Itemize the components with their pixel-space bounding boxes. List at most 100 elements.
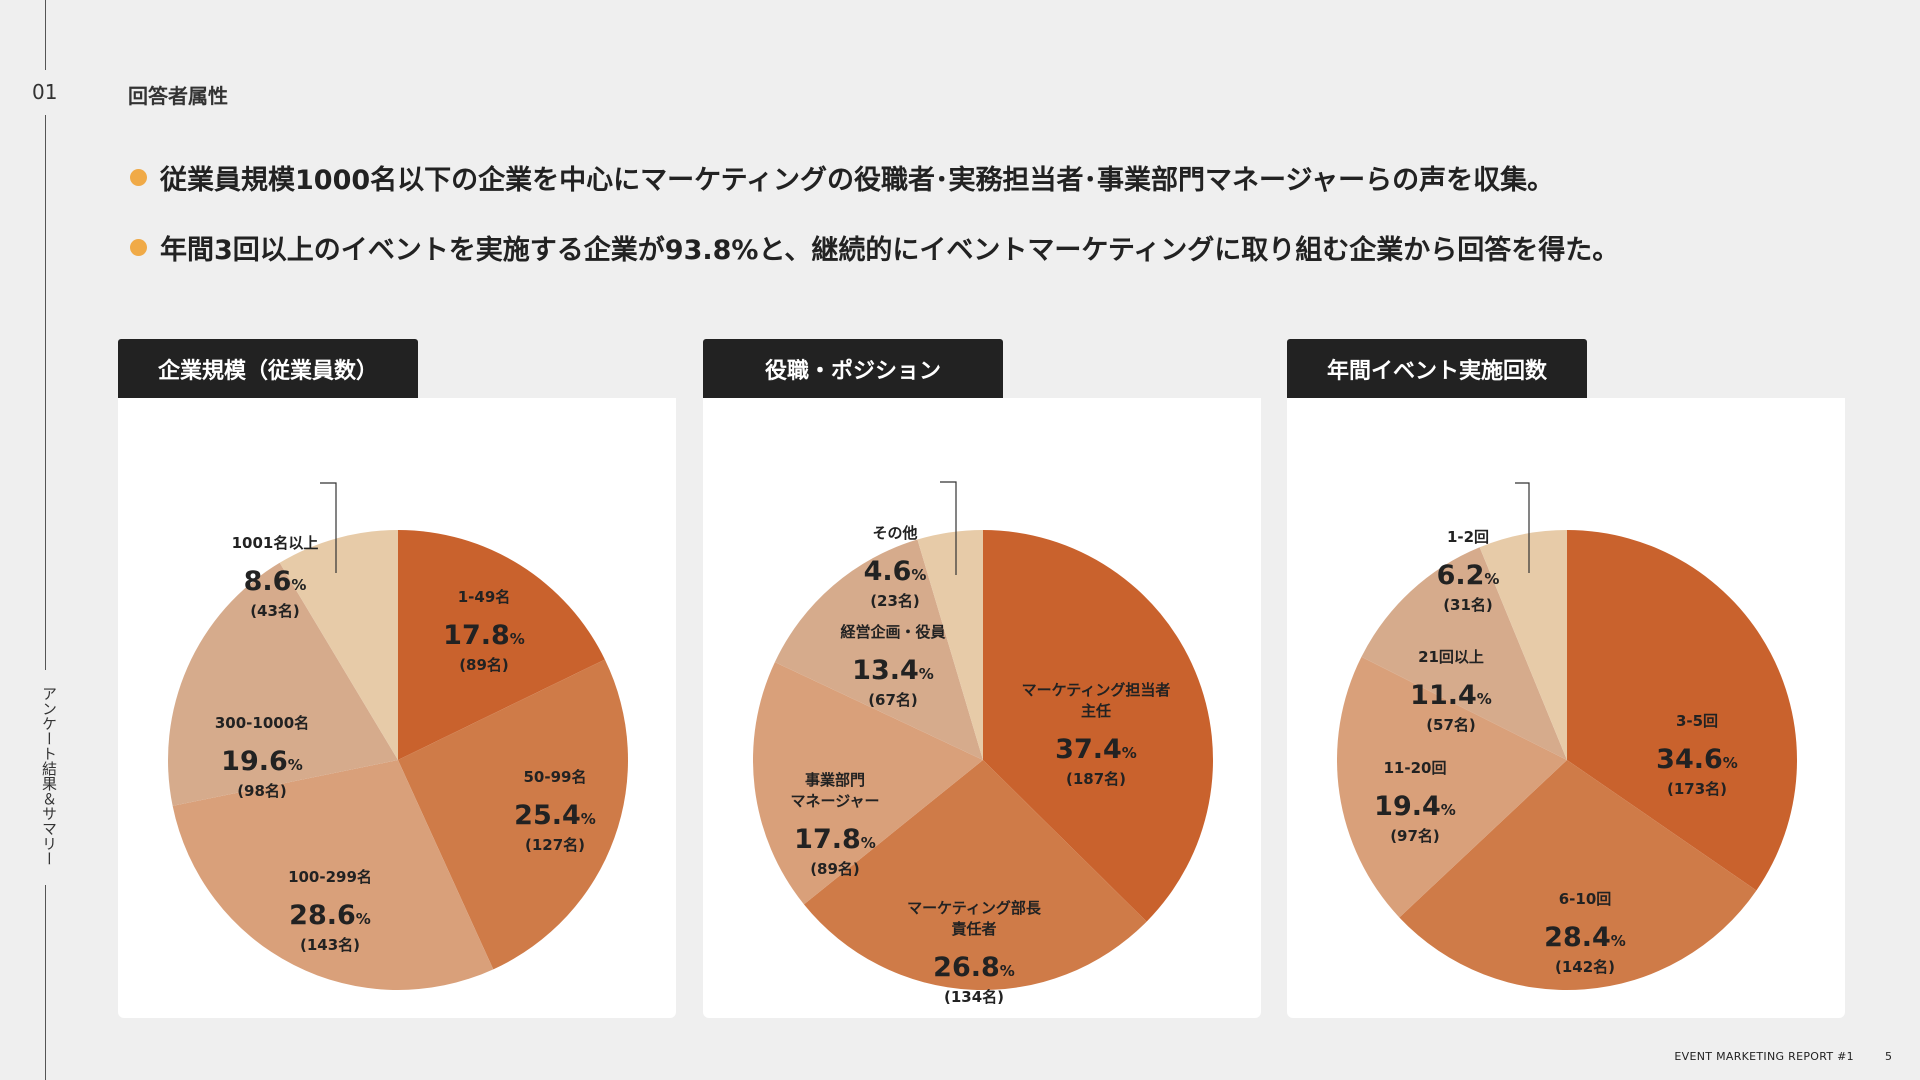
slice-percent: 26.8% [933, 952, 1015, 983]
slice-percent: 17.8% [794, 824, 876, 855]
side-rule-top [45, 0, 46, 70]
slice-percent-unit: % [861, 834, 876, 852]
page-number: 5 [1885, 1050, 1892, 1063]
pie-slice [983, 530, 1213, 922]
slice-percent-unit: % [510, 630, 525, 648]
slice-label: 1-49名 [458, 588, 511, 606]
chart-title-position: 役職・ポジション [703, 339, 1003, 399]
slice-label: 3-5回 [1676, 712, 1718, 730]
slice-count: (97名) [1390, 827, 1440, 845]
leader-line [320, 482, 337, 573]
pie-slice [1399, 760, 1757, 990]
pie-slice [917, 530, 983, 760]
slice-percent-unit: % [581, 810, 596, 828]
slice-count: (89名) [459, 656, 509, 674]
slice-label: 責任者 [951, 920, 996, 938]
slice-label: マーケティング部長 [907, 899, 1042, 917]
chart-panel-position: マーケティング担当者 主任 37.4% (187名) マーケティング部長 責任者 26.8%… [703, 398, 1261, 1018]
pie-slice [1479, 530, 1567, 760]
report-footer: EVENT MARKETING REPORT #1 [1674, 1050, 1854, 1063]
slice-label: 6-10回 [1559, 890, 1612, 908]
slice-label: マーケティング担当者 [1022, 681, 1171, 699]
slice-percent: 28.6% [289, 900, 371, 931]
slice-count: (187名) [1066, 770, 1126, 788]
pie-slice [774, 539, 983, 760]
pie-slice [752, 662, 983, 905]
slice-percent-unit: % [1122, 744, 1137, 762]
pie-chart-company-size: 1-49名17.8%(89名)50-99名25.4%(127名)100-299名… [167, 482, 628, 990]
slice-label: 11-20回 [1384, 759, 1447, 777]
slice-label: 1001名以上 [232, 534, 319, 552]
slice-label: 主任 [1081, 702, 1111, 720]
slice-label: マネージャー [791, 792, 880, 810]
slice-percent: 6.2% [1437, 560, 1500, 591]
slice-percent-value: 25.4 [514, 800, 581, 831]
slice-count: (173名) [1667, 780, 1727, 798]
slice-percent-value: 26.8 [933, 952, 1000, 983]
slice-count: (67名) [868, 691, 918, 709]
pie-slice [398, 530, 605, 760]
slice-count: (31名) [1443, 596, 1493, 614]
pie-slice [398, 659, 628, 970]
slice-label: 300-1000名 [215, 714, 309, 732]
slice-percent-value: 28.4 [1544, 922, 1611, 953]
slice-percent-value: 28.6 [289, 900, 356, 931]
section-title: 回答者属性 [128, 84, 228, 108]
bullet-dot-icon [130, 169, 147, 186]
pie-slice [1337, 656, 1567, 918]
slice-percent-value: 19.4 [1374, 791, 1441, 822]
slice-label: 100-299名 [288, 868, 372, 886]
slice-label: 1-2回 [1447, 528, 1489, 546]
pie-chart-event-frequency: 3-5回 34.6% (173名) 6-10回 28.4% (142名) 11-20回 19.… [1337, 482, 1797, 990]
section-number: 01 [32, 80, 58, 104]
slice-percent-value: 17.8 [794, 824, 861, 855]
leader-line [940, 481, 957, 575]
bullet-dot-icon [130, 239, 147, 256]
side-rule-bottom [45, 885, 46, 1080]
slice-label: 経営企画・役員 [840, 623, 945, 641]
slice-percent: 19.4% [1374, 791, 1456, 822]
slice-percent-value: 34.6 [1656, 744, 1723, 775]
slice-percent: 37.4% [1055, 734, 1137, 765]
slice-percent-unit: % [288, 756, 303, 774]
slice-percent-value: 37.4 [1055, 734, 1122, 765]
slice-percent-value: 4.6 [864, 556, 912, 587]
chart-title-event-frequency: 年間イベント実施回数 [1287, 339, 1587, 399]
slice-count: (23名) [870, 592, 920, 610]
summary-bullet-text: 従業員規模1000名以下の企業を中心にマーケティングの役職者･実務担当者･事業部… [160, 165, 1555, 196]
slice-percent-unit: % [1484, 570, 1499, 588]
chart-title-company-size: 企業規模（従業員数） [118, 339, 418, 399]
slice-percent: 8.6% [244, 566, 307, 597]
slice-percent-unit: % [911, 566, 926, 584]
slice-percent-unit: % [1477, 690, 1492, 708]
slice-count: (98名) [237, 782, 287, 800]
summary-bullet-2: 年間3回以上のイベントを実施する企業が93.8%と、継続的にイベントマーケティン… [130, 228, 1619, 267]
chart-panel-company-size: 1-49名 17.8% (89名) 50-99名 25.4% (127名) 100-299名… [118, 398, 676, 1018]
slice-percent: 4.6% [864, 556, 927, 587]
pie-slice [172, 760, 494, 990]
slice-count: (43名) [250, 602, 300, 620]
slice-count: (57名) [1426, 716, 1476, 734]
slice-percent-value: 19.6 [221, 746, 288, 777]
summary-bullet-1: 従業員規模1000名以下の企業を中心にマーケティングの役職者･実務担当者･事業部… [130, 158, 1554, 197]
slice-count: (143名) [300, 936, 360, 954]
slice-percent-unit: % [1441, 801, 1456, 819]
slice-percent: 25.4% [514, 800, 596, 831]
slice-percent-value: 8.6 [244, 566, 292, 597]
slice-percent-value: 11.4 [1410, 680, 1477, 711]
pie-slice [167, 562, 398, 806]
slice-percent: 34.6% [1656, 744, 1738, 775]
slice-percent: 19.6% [221, 746, 303, 777]
slice-percent-unit: % [1723, 754, 1738, 772]
slice-percent-value: 13.4 [852, 655, 919, 686]
slice-percent-unit: % [356, 910, 371, 928]
slice-percent: 11.4% [1410, 680, 1492, 711]
slice-percent-unit: % [291, 576, 306, 594]
summary-bullet-text: 年間3回以上のイベントを実施する企業が93.8%と、継続的にイベントマーケティン… [160, 235, 1620, 266]
slice-percent-value: 17.8 [443, 620, 510, 651]
slice-label: 50-99名 [524, 768, 587, 786]
slice-label: 事業部門 [805, 771, 865, 789]
slice-percent: 13.4% [852, 655, 934, 686]
slice-percent-unit: % [1611, 932, 1626, 950]
